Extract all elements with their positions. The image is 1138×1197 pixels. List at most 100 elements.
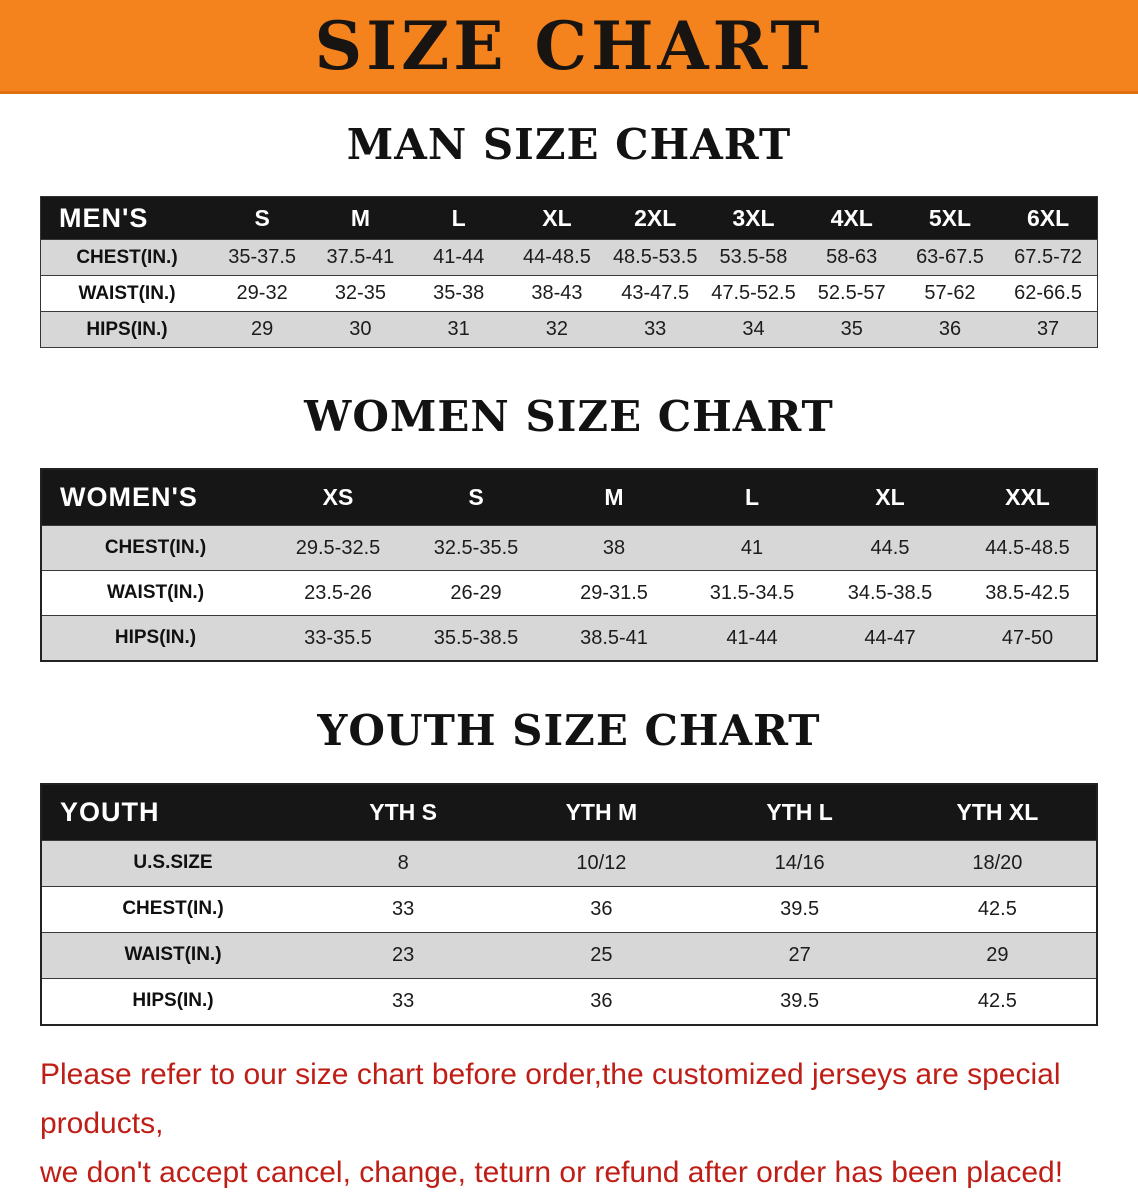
size-value: 47-50 [959, 615, 1097, 662]
size-value: 8 [304, 839, 503, 887]
youth-table-header: YOUTH YTH S YTH M YTH L YTH XL [41, 783, 1097, 841]
table-row: CHEST(IN.) 33 36 39.5 42.5 [41, 885, 1097, 933]
size-value: 34 [704, 311, 803, 349]
size-column-header: M [311, 196, 410, 240]
table-group-label: MEN'S [40, 196, 213, 240]
row-label: CHEST(IN.) [41, 525, 269, 572]
disclaimer-line-2: we don't accept cancel, change, teturn o… [40, 1155, 1064, 1189]
youth-size-section: YOUTH SIZE CHART YOUTH YTH S YTH M YTH L YTH… [0, 708, 1138, 1026]
women-table-body: CHEST(IN.) 29.5-32.5 32.5-35.5 38 41 44.5 44.5… [41, 525, 1097, 662]
women-size-section: WOMEN SIZE CHART WOMEN'S XS S M L XL XXL CHEST… [0, 392, 1138, 663]
size-value: 58-63 [802, 239, 901, 277]
table-row: HIPS(IN.) 29 30 31 32 33 34 35 36 37 [40, 311, 1098, 349]
size-value: 39.5 [700, 885, 899, 933]
table-row: WAIST(IN.) 23.5-26 26-29 29-31.5 31.5-34.5 34… [41, 570, 1097, 617]
size-column-header: 2XL [606, 196, 705, 240]
size-column-header: 6XL [999, 196, 1098, 240]
size-value: 29.5-32.5 [269, 525, 407, 572]
size-value: 44-47 [821, 615, 959, 662]
row-label: HIPS(IN.) [40, 311, 213, 349]
size-value: 47.5-52.5 [704, 275, 803, 313]
size-column-header: S [407, 469, 545, 526]
size-value: 38.5-42.5 [959, 570, 1097, 617]
size-value: 29-32 [213, 275, 312, 313]
table-row: WAIST(IN.) 29-32 32-35 35-38 38-43 43-47.5 47.… [40, 275, 1098, 313]
size-column-header: YTH L [700, 783, 899, 841]
size-value: 44.5 [821, 525, 959, 572]
men-table-body: CHEST(IN.) 35-37.5 37.5-41 41-44 44-48.5 48.5… [40, 239, 1098, 349]
size-value: 32.5-35.5 [407, 525, 545, 572]
table-row: CHEST(IN.) 35-37.5 37.5-41 41-44 44-48.5 48.5… [40, 239, 1098, 277]
size-value: 41 [683, 525, 821, 572]
size-value: 31 [409, 311, 508, 349]
size-value: 67.5-72 [999, 239, 1098, 277]
size-value: 14/16 [700, 839, 899, 887]
size-value: 42.5 [898, 885, 1097, 933]
size-value: 36 [502, 977, 701, 1026]
size-column-header: L [683, 469, 821, 526]
size-value: 36 [900, 311, 1000, 349]
size-value: 33 [606, 311, 705, 349]
women-size-table: WOMEN'S XS S M L XL XXL CHEST(IN.) 29.5-32.5 32.… [40, 468, 1098, 663]
size-value: 38-43 [507, 275, 607, 313]
size-value: 10/12 [502, 839, 701, 887]
row-label: CHEST(IN.) [40, 239, 213, 277]
size-value: 35-38 [409, 275, 508, 313]
size-value: 63-67.5 [900, 239, 1000, 277]
youth-size-table: YOUTH YTH S YTH M YTH L YTH XL U.S.SIZE 8 10/1… [40, 782, 1098, 1026]
size-value: 33 [304, 977, 503, 1026]
size-value: 38.5-41 [545, 615, 683, 662]
size-value: 62-66.5 [999, 275, 1098, 313]
size-column-header: 5XL [900, 196, 1000, 240]
size-value: 44.5-48.5 [959, 525, 1097, 572]
size-value: 23.5-26 [269, 570, 407, 617]
row-label: HIPS(IN.) [41, 615, 269, 662]
size-value: 53.5-58 [704, 239, 803, 277]
size-column-header: YTH XL [898, 783, 1097, 841]
disclaimer: Please refer to our size chart before or… [40, 1050, 1110, 1197]
size-column-header: 4XL [802, 196, 901, 240]
row-label: HIPS(IN.) [41, 977, 304, 1026]
size-value: 44-48.5 [507, 239, 607, 277]
header-row: WOMEN'S XS S M L XL XXL [41, 469, 1097, 526]
size-value: 35 [802, 311, 901, 349]
size-value: 30 [311, 311, 410, 349]
size-value: 29-31.5 [545, 570, 683, 617]
women-table-header: WOMEN'S XS S M L XL XXL [41, 469, 1097, 526]
size-value: 42.5 [898, 977, 1097, 1026]
size-value: 33 [304, 885, 503, 933]
size-value: 36 [502, 885, 701, 933]
size-column-header: XS [269, 469, 407, 526]
size-value: 33-35.5 [269, 615, 407, 662]
table-group-label: WOMEN'S [41, 469, 269, 526]
men-size-table: MEN'S S M L XL 2XL 3XL 4XL 5XL 6XL CHEST(IN.) 35-3… [40, 196, 1098, 349]
size-column-header: M [545, 469, 683, 526]
size-value: 41-44 [409, 239, 508, 277]
table-row: CHEST(IN.) 29.5-32.5 32.5-35.5 38 41 44.5 44.5… [41, 525, 1097, 572]
size-value: 23 [304, 931, 503, 979]
size-column-header: XL [821, 469, 959, 526]
size-value: 18/20 [898, 839, 1097, 887]
youth-table-body: U.S.SIZE 8 10/12 14/16 18/20 CHEST(IN.) 33 36 39… [41, 839, 1097, 1026]
size-value: 32-35 [311, 275, 410, 313]
banner: SIZE CHART [0, 0, 1138, 94]
size-value: 43-47.5 [606, 275, 705, 313]
size-value: 52.5-57 [802, 275, 901, 313]
table-row: U.S.SIZE 8 10/12 14/16 18/20 [41, 839, 1097, 887]
men-table-header: MEN'S S M L XL 2XL 3XL 4XL 5XL 6XL [40, 196, 1098, 240]
table-row: HIPS(IN.) 33-35.5 35.5-38.5 38.5-41 41-44 44-… [41, 615, 1097, 662]
size-value: 29 [213, 311, 312, 349]
size-value: 35-37.5 [213, 239, 312, 277]
table-row: WAIST(IN.) 23 25 27 29 [41, 931, 1097, 979]
size-value: 27 [700, 931, 899, 979]
row-label: WAIST(IN.) [41, 570, 269, 617]
size-value: 37.5-41 [311, 239, 410, 277]
row-label: U.S.SIZE [41, 839, 304, 887]
women-chart-title: WOMEN SIZE CHART [304, 392, 834, 442]
size-value: 25 [502, 931, 701, 979]
size-column-header: YTH M [502, 783, 701, 841]
table-row: HIPS(IN.) 33 36 39.5 42.5 [41, 977, 1097, 1026]
size-value: 39.5 [700, 977, 899, 1026]
size-value: 29 [898, 931, 1097, 979]
